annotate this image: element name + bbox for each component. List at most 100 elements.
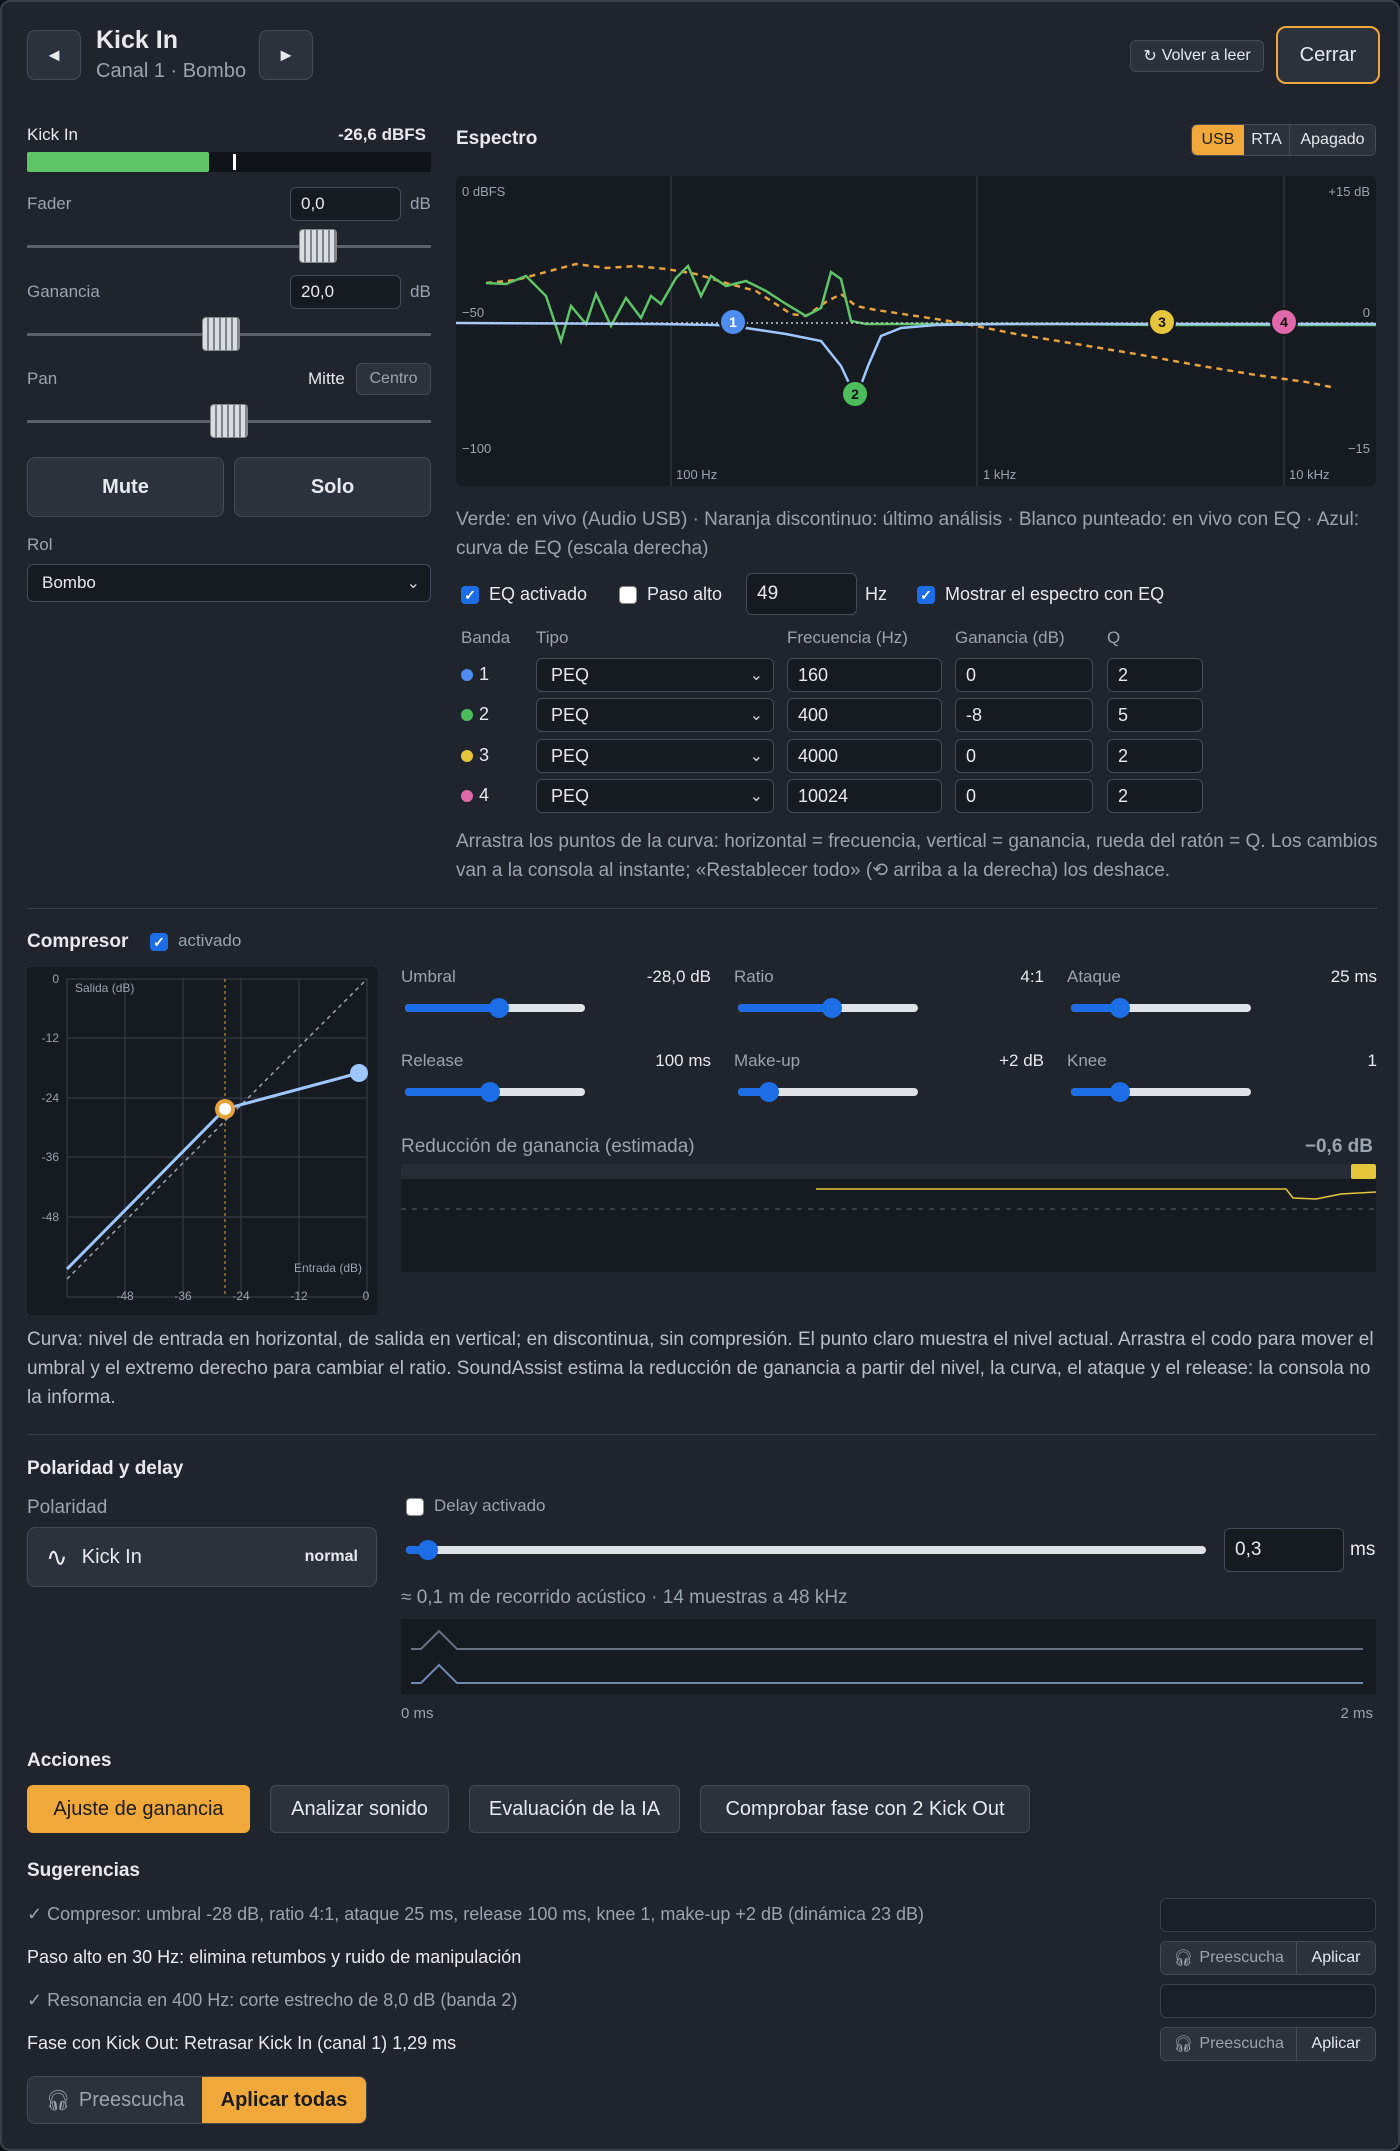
eq-node-1[interactable]: 1 — [719, 308, 747, 336]
eq-type-select[interactable]: PEQ ⌄ — [536, 698, 774, 732]
comp-param-slider[interactable] — [738, 1082, 918, 1102]
delay-enabled-label: Delay activado — [434, 1496, 546, 1515]
eq-node-3[interactable]: 3 — [1148, 308, 1176, 336]
suggestions-title: Sugerencias — [27, 1860, 140, 1881]
svg-text:4: 4 — [1280, 314, 1288, 330]
eq-freq-input[interactable]: 10024 — [787, 779, 942, 813]
mute-button[interactable]: Mute — [27, 457, 224, 517]
eq-type-select[interactable]: PEQ ⌄ — [536, 739, 774, 773]
gain-label: Ganancia — [27, 282, 100, 301]
pan-label: Pan — [27, 369, 58, 388]
polarity-toggle[interactable]: ∿ Kick In normal — [27, 1527, 377, 1587]
role-select-value: Bombo — [42, 573, 96, 592]
fader-track[interactable] — [27, 245, 431, 248]
comp-param-slider[interactable] — [1071, 998, 1251, 1018]
next-channel-button[interactable]: ► — [259, 30, 313, 80]
comp-param-slider[interactable] — [405, 1082, 585, 1102]
preview-label: Preescucha — [1199, 2035, 1284, 2052]
preview-button[interactable]: 🎧︎ Preescucha — [1161, 1942, 1297, 1974]
comp-param-value: 4:1 — [1020, 967, 1044, 986]
actions-title: Acciones — [27, 1750, 112, 1771]
eq-node-2[interactable]: 2 — [841, 380, 869, 408]
fader-input[interactable]: 0,0 — [290, 187, 401, 221]
comp-x-tick-1: -36 — [174, 1289, 192, 1303]
phase-check-button[interactable]: Comprobar fase con 2 Kick Out — [700, 1785, 1030, 1833]
pan-handle[interactable] — [210, 404, 248, 438]
preview-all-button[interactable]: 🎧︎ Preescucha — [28, 2077, 202, 2123]
apply-all-button[interactable]: Aplicar todas — [202, 2077, 366, 2123]
spectrum-legend: Verde: en vivo (Audio USB) · Naranja dis… — [456, 509, 1359, 559]
close-button[interactable]: Cerrar — [1276, 26, 1380, 84]
eq-gain-input[interactable]: -8 — [955, 698, 1093, 732]
refresh-icon: ↻ — [1143, 48, 1157, 65]
gain-input[interactable]: 20,0 — [290, 275, 401, 309]
headphones-icon: 🎧︎ — [1173, 1950, 1194, 1967]
gain-unit: dB — [410, 282, 431, 301]
apply-button[interactable]: Aplicar — [1297, 2028, 1375, 2060]
section-divider — [27, 908, 1377, 909]
delay-slider[interactable] — [406, 1540, 1206, 1560]
eq-q-input[interactable]: 2 — [1107, 779, 1203, 813]
eq-gain-input[interactable]: 0 — [955, 658, 1093, 692]
analyze-sound-button[interactable]: Analizar sonido — [270, 1785, 449, 1833]
spectrum-live-line — [485, 263, 1376, 346]
comp-param-slider[interactable] — [738, 998, 918, 1018]
fader-handle[interactable] — [298, 229, 337, 263]
level-meter-peak — [233, 154, 237, 170]
waveform-icon: ∿ — [46, 1541, 68, 1572]
spectrum-graph[interactable]: 0 dBFS −50 −100 +15 dB 0 −15 100 Hz 1 kH… — [456, 176, 1376, 486]
delay-input[interactable]: 0,3 — [1224, 1528, 1344, 1572]
solo-button[interactable]: Solo — [234, 457, 431, 517]
band-color-dot — [461, 709, 473, 722]
eq-freq-input[interactable]: 4000 — [787, 739, 942, 773]
reread-button[interactable]: ↻ Volver a leer — [1130, 40, 1264, 72]
apply-button[interactable]: Aplicar — [1297, 1942, 1375, 1974]
headphones-icon: 🎧︎ — [1173, 2036, 1194, 2053]
compressor-title: Compresor — [27, 931, 129, 952]
gain-adjust-button[interactable]: Ajuste de ganancia — [27, 1785, 250, 1833]
gain-reduction-line — [816, 1188, 1376, 1200]
reread-label: Volver a leer — [1161, 47, 1251, 64]
highpass-label: Paso alto — [647, 584, 723, 604]
eq-freq-input[interactable]: 400 — [787, 698, 942, 732]
role-select[interactable]: Bombo ⌄ — [27, 564, 431, 602]
pan-center-button[interactable]: Centro — [356, 363, 431, 395]
eq-q-input[interactable]: 2 — [1107, 739, 1203, 773]
comp-y-label: Salida (dB) — [75, 981, 134, 995]
ai-evaluation-button[interactable]: Evaluación de la IA — [469, 1785, 680, 1833]
eq-type-select[interactable]: PEQ ⌄ — [536, 658, 774, 692]
eq-q-input[interactable]: 5 — [1107, 698, 1203, 732]
source-off-button[interactable]: Apagado — [1290, 125, 1375, 155]
delay-enabled-checkbox[interactable] — [406, 1498, 424, 1516]
band-color-dot — [461, 790, 473, 803]
highpass-input[interactable]: 49 — [746, 573, 857, 615]
eq-enabled-checkbox[interactable]: ✓ — [461, 586, 479, 604]
spectrum-axis-top-left: 0 dBFS — [462, 184, 506, 199]
eq-q-input[interactable]: 2 — [1107, 658, 1203, 692]
comp-param-slider[interactable] — [405, 998, 585, 1018]
show-eq-spectrum-checkbox[interactable]: ✓ — [917, 586, 935, 604]
eq-type-select[interactable]: PEQ ⌄ — [536, 779, 774, 813]
source-rta-button[interactable]: RTA — [1244, 125, 1290, 155]
eq-node-4[interactable]: 4 — [1270, 308, 1298, 336]
comp-param-label: Release — [401, 1051, 464, 1070]
compressor-curve-graph[interactable]: Salida (dB) Entrada (dB) 0 -12 -24 -36 -… — [27, 967, 377, 1315]
eq-gain-input[interactable]: 0 — [955, 779, 1093, 813]
band-color-dot — [461, 669, 473, 682]
source-usb-button[interactable]: USB — [1192, 125, 1244, 155]
comp-param-value: 25 ms — [1330, 967, 1377, 986]
meter-label: Kick In — [27, 125, 79, 144]
ratio-handle[interactable] — [350, 1064, 368, 1082]
gain-handle[interactable] — [201, 317, 240, 351]
chevron-down-icon: ⌄ — [749, 748, 763, 765]
band-number: 2 — [479, 704, 490, 724]
eq-gain-input[interactable]: 0 — [955, 739, 1093, 773]
highpass-checkbox[interactable] — [619, 586, 637, 604]
comp-y-tick-1: -12 — [42, 1031, 60, 1045]
eq-freq-input[interactable]: 160 — [787, 658, 942, 692]
compressor-enabled-checkbox[interactable]: ✓ — [150, 933, 168, 951]
preview-button[interactable]: 🎧︎ Preescucha — [1161, 2028, 1297, 2060]
prev-channel-button[interactable]: ◄ — [27, 30, 81, 80]
comp-param-slider[interactable] — [1071, 1082, 1251, 1102]
